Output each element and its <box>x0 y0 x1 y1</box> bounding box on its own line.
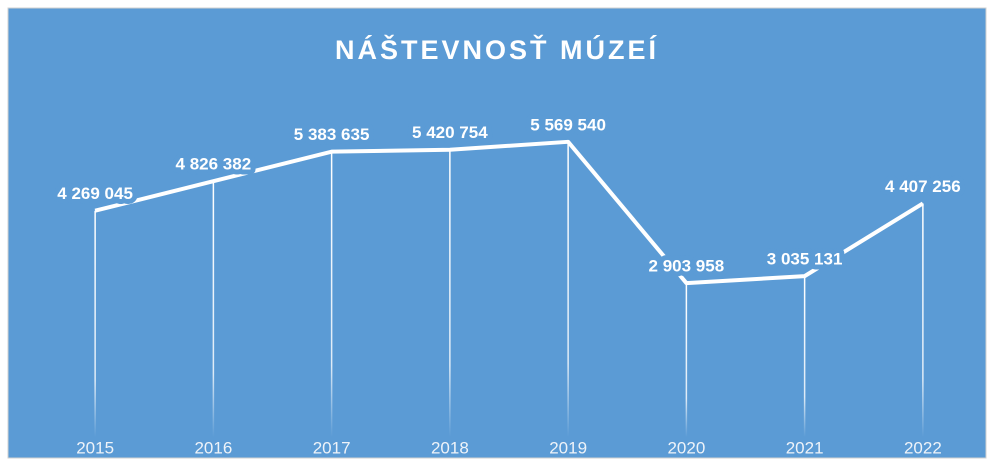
data-label: 4 269 045 <box>57 184 133 203</box>
drop-line <box>685 283 688 437</box>
drop-line <box>922 203 924 437</box>
x-tick-label: 2016 <box>194 438 232 457</box>
data-label: 3 035 131 <box>767 250 843 269</box>
x-tick-label: 2015 <box>76 438 114 457</box>
x-tick-label: 2022 <box>904 438 942 457</box>
drop-line <box>449 149 451 437</box>
data-label: 5 383 635 <box>294 125 370 144</box>
x-tick-label: 2018 <box>431 438 469 457</box>
data-label: 2 903 958 <box>649 257 725 276</box>
drop-line <box>803 276 806 437</box>
drop-line <box>330 151 333 437</box>
chart-title: NÁŠTEVNOSŤ MÚZEÍ <box>335 34 659 65</box>
x-tick-label: 2019 <box>549 438 587 457</box>
drop-line <box>212 181 215 437</box>
x-tick-label: 2021 <box>786 438 824 457</box>
data-label: 4 826 382 <box>176 155 252 174</box>
drop-line <box>94 210 96 437</box>
chart-background <box>7 7 987 459</box>
data-label: 5 569 540 <box>530 115 606 134</box>
data-label: 4 407 256 <box>885 177 961 196</box>
data-label: 5 420 754 <box>412 123 488 142</box>
line <box>94 139 924 286</box>
x-tick-label: 2017 <box>313 438 351 457</box>
drop-line <box>567 141 569 437</box>
x-tick-label: 2020 <box>667 438 705 457</box>
